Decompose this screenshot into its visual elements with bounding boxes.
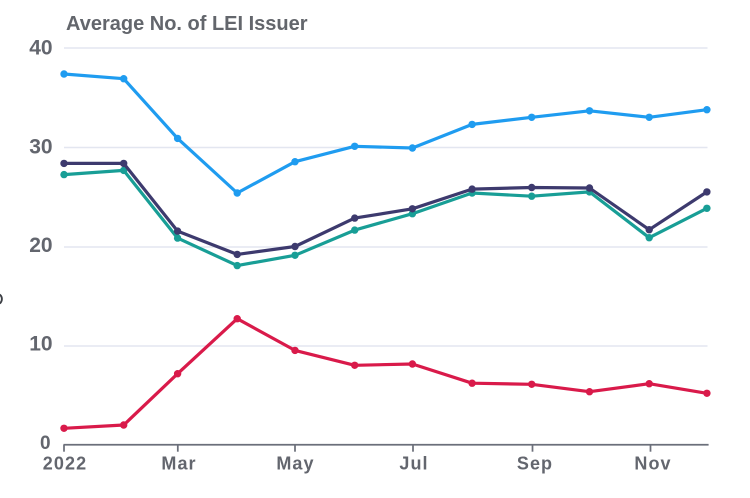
svg-text:20: 20 bbox=[29, 234, 52, 257]
svg-text:40: 40 bbox=[29, 37, 52, 60]
svg-text:Sep: Sep bbox=[517, 454, 553, 474]
svg-text:30: 30 bbox=[29, 136, 52, 159]
svg-text:May: May bbox=[276, 454, 314, 474]
svg-text:Average No. of LEI Issuer: Average No. of LEI Issuer bbox=[66, 13, 308, 35]
svg-text:Nov: Nov bbox=[634, 454, 671, 474]
svg-text:2022: 2022 bbox=[43, 454, 87, 474]
svg-text:10: 10 bbox=[29, 333, 52, 356]
svg-text:Mar: Mar bbox=[161, 454, 196, 474]
svg-text:Jul: Jul bbox=[399, 454, 428, 474]
svg-text:0: 0 bbox=[40, 433, 51, 454]
